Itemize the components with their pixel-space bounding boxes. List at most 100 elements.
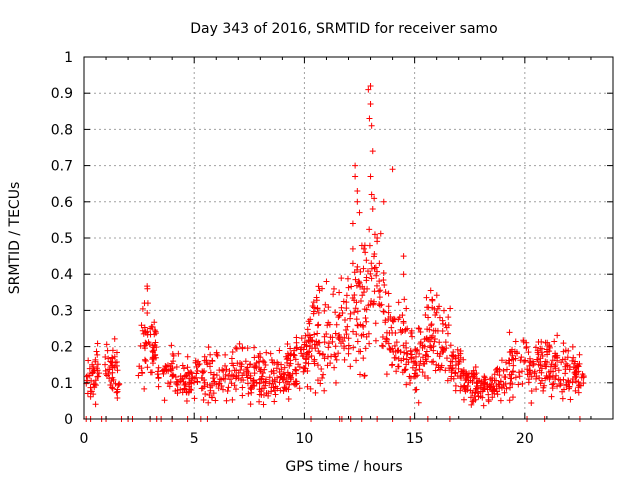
data-point [325, 304, 332, 311]
data-point [349, 260, 356, 267]
data-point [266, 380, 273, 387]
data-point [229, 348, 236, 355]
data-point [311, 341, 318, 348]
x-tick-label: 20 [516, 431, 534, 447]
data-point [148, 323, 155, 330]
data-point [177, 378, 184, 385]
data-point [144, 364, 151, 371]
data-point [400, 253, 407, 260]
data-point [537, 362, 544, 369]
data-point [310, 299, 317, 306]
data-point [569, 343, 576, 350]
data-point [345, 342, 352, 349]
data-point [509, 352, 516, 359]
data-point [457, 373, 464, 380]
data-point [457, 347, 464, 354]
data-point [431, 335, 438, 342]
data-point [442, 367, 449, 374]
data-point [551, 338, 558, 345]
data-point [213, 351, 220, 358]
data-point [368, 191, 375, 198]
data-point [331, 364, 338, 371]
data-point [411, 373, 418, 380]
data-point [166, 383, 173, 390]
data-point [293, 339, 300, 346]
data-point [341, 343, 348, 350]
data-point [373, 272, 380, 279]
data-point [338, 275, 345, 282]
data-point [343, 331, 350, 338]
data-point [380, 277, 387, 284]
data-point [238, 363, 245, 370]
data-point [139, 369, 146, 376]
data-point [344, 323, 351, 330]
data-point [245, 390, 252, 397]
data-point [444, 377, 451, 384]
data-point [350, 344, 357, 351]
y-tick-label: 0.7 [51, 159, 73, 175]
data-point [277, 387, 284, 394]
data-point [508, 356, 515, 363]
data-point [476, 377, 483, 384]
data-point [196, 360, 203, 367]
data-point [454, 346, 461, 353]
data-point [408, 327, 415, 334]
data-point [368, 297, 375, 304]
data-point [321, 333, 328, 340]
data-point [327, 334, 334, 341]
data-point [347, 363, 354, 370]
data-point [452, 370, 459, 377]
x-tick-label: 15 [406, 431, 424, 447]
data-point [239, 392, 246, 399]
data-point [155, 374, 162, 381]
data-point [391, 342, 398, 349]
data-point [182, 373, 189, 380]
data-point [368, 260, 375, 267]
data-point [363, 306, 370, 313]
data-point [233, 367, 240, 374]
data-point [365, 86, 372, 93]
data-point [551, 363, 558, 370]
data-point [546, 374, 553, 381]
data-point [306, 338, 313, 345]
data-point [227, 376, 234, 383]
data-point [325, 340, 332, 347]
data-point [467, 377, 474, 384]
data-point [424, 375, 431, 382]
data-point [88, 388, 95, 395]
data-point [105, 366, 112, 373]
data-point [232, 386, 239, 393]
data-point [251, 344, 258, 351]
data-point [211, 371, 218, 378]
data-point [311, 331, 318, 338]
data-point [220, 386, 227, 393]
data-point [220, 367, 227, 374]
data-point [345, 284, 352, 291]
data-point [251, 370, 258, 377]
data-point [403, 381, 410, 388]
data-point [222, 371, 229, 378]
data-point [301, 341, 308, 348]
data-point [557, 382, 564, 389]
data-point [366, 226, 373, 233]
data-point [141, 385, 148, 392]
data-point [509, 394, 516, 401]
data-point [235, 375, 242, 382]
data-point [363, 274, 370, 281]
data-point [552, 361, 559, 368]
data-point [404, 325, 411, 332]
data-point [307, 316, 314, 323]
data-point [317, 380, 324, 387]
data-point [562, 366, 569, 373]
data-point [384, 336, 391, 343]
data-point [363, 318, 370, 325]
data-point [506, 329, 513, 336]
data-point [546, 343, 553, 350]
data-point [557, 380, 564, 387]
data-point [243, 366, 250, 373]
data-point [439, 348, 446, 355]
data-point [541, 361, 548, 368]
data-point [146, 341, 153, 348]
data-point [164, 380, 171, 387]
